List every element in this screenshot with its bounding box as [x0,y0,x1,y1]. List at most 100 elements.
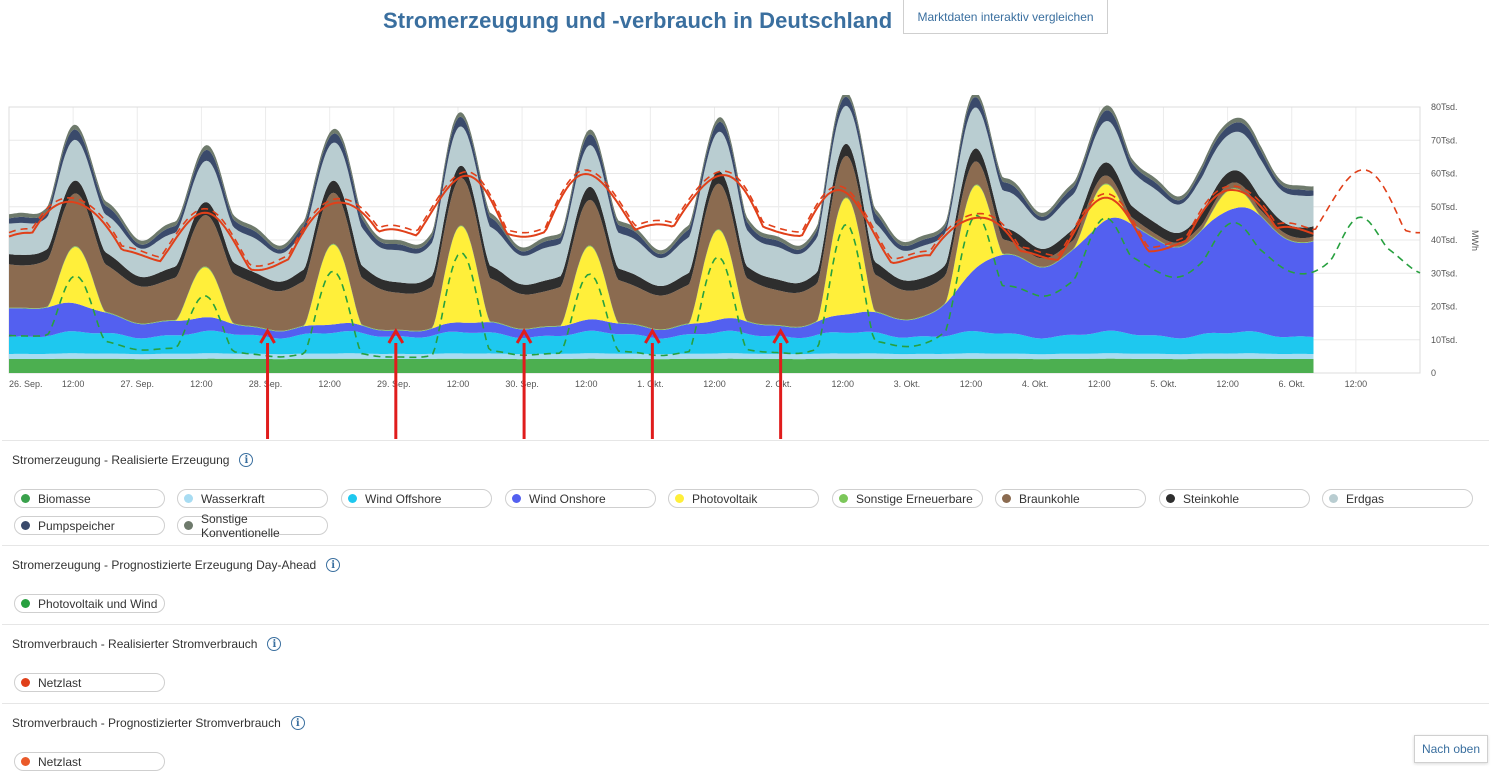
forecast-pv-wind-line [8,214,1421,359]
page-title: Stromerzeugung und -verbrauch in Deutsch… [383,8,893,33]
legend-color-dot [512,494,521,503]
compare-market-data-button[interactable]: Marktdaten interaktiv vergleichen [903,0,1108,34]
annotation-arrow-head-4 [644,328,661,344]
x-tick-label: 12:00 [832,379,855,389]
legend-item-sonstige-erneuerbare[interactable]: Sonstige Erneuerbare [832,489,983,508]
info-icon[interactable]: i [267,637,282,651]
x-tick-label: 27. Sep. [121,379,155,389]
x-tick-label: 6. Okt. [1278,379,1305,389]
legend-item-label: Biomasse [38,491,91,506]
legend-section [2,440,1489,442]
legend-item-netzlast[interactable]: Netzlast [14,752,165,771]
legend-item-netzlast[interactable]: Netzlast [14,673,165,692]
legend-item-label: Photovoltaik [692,491,758,506]
legend-item-braunkohle[interactable]: Braunkohle [995,489,1146,508]
x-tick-label: 12:00 [447,379,470,389]
legend-item-label: Pumpspeicher [38,518,115,533]
x-tick-label: 29. Sep. [377,379,411,389]
legend-item-label: Photovoltaik und Wind [38,596,158,611]
area-photovoltaik [9,184,1314,332]
x-tick-label: 12:00 [190,379,213,389]
x-tick-label: 28. Sep. [249,379,283,389]
x-tick-label: 12:00 [575,379,598,389]
annotation-arrow-head-3 [515,328,533,344]
legend-item-label: Steinkohle [1183,491,1240,506]
legend-color-dot [675,494,684,503]
legend-item-label: Erdgas [1346,491,1385,506]
x-tick-label: 2. Okt. [765,379,792,389]
legend-color-dot [1002,494,1011,503]
legend-item-label: Netzlast [38,754,82,769]
x-tick-label: 12:00 [318,379,341,389]
forecast-netzlast-line [8,168,1420,267]
legend-item-wind-onshore[interactable]: Wind Onshore [505,489,656,508]
legend-item-sonstige-konventionelle[interactable]: Sonstige Konventionelle [177,512,328,540]
info-icon[interactable]: i [239,453,254,467]
info-icon[interactable]: i [326,558,341,572]
legend-color-dot [348,494,357,503]
y-axis-label: MWh [1470,230,1480,251]
x-tick-label: 5. Okt. [1150,379,1177,389]
y-tick-label: 60Tsd. [1431,169,1458,179]
x-tick-label: 12:00 [1345,379,1368,389]
legend-item-label: Netzlast [38,675,82,690]
legend-color-dot [21,521,30,530]
y-tick-label: 30Tsd. [1431,268,1458,278]
legend-section-title-text: Stromverbrauch - Realisierter Stromverbr… [12,637,258,651]
legend-item-steinkohle[interactable]: Steinkohle [1159,489,1310,508]
annotation-arrow-head-2 [387,328,405,344]
y-tick-label: 50Tsd. [1431,202,1458,212]
legend-item-pumpspeicher[interactable]: Pumpspeicher [14,516,165,535]
legend-item-photovoltaik-und-wind[interactable]: Photovoltaik und Wind [14,594,165,613]
legend-section [2,624,1489,626]
x-tick-label: 12:00 [1216,379,1239,389]
y-tick-label: 70Tsd. [1431,135,1458,145]
generation-consumption-chart[interactable]: 0 10Tsd. 20Tsd. 30Tsd. 40Tsd. 50Tsd. 60Tsd. 70T… [0,95,1500,445]
y-tick-label: 20Tsd. [1431,302,1458,312]
legend-color-dot [1329,494,1338,503]
y-tick-label: 10Tsd. [1431,335,1458,345]
legend-color-dot [839,494,848,503]
x-tick-label: 12:00 [703,379,726,389]
x-tick-label: 12:00 [1088,379,1111,389]
legend-color-dot [184,494,193,503]
x-tick-label: 1. Okt. [637,379,664,389]
legend-color-dot [21,494,30,503]
legend-section-title: Stromerzeugung - Prognostizierte Erzeugu… [12,558,341,572]
annotation-arrow-head-1 [259,328,276,344]
x-tick-label: 3. Okt. [894,379,921,389]
legend-section-title: Stromerzeugung - Realisierte Erzeugung i [12,453,254,467]
legend-color-dot [21,599,30,608]
legend-section-title: Stromverbrauch - Realisierter Stromverbr… [12,637,282,651]
legend-color-dot [184,521,193,530]
y-tick-label: 80Tsd. [1431,102,1458,112]
area-erdgas [9,105,1314,286]
legend-item-label: Wind Offshore [365,491,442,506]
legend-section-title-text: Stromerzeugung - Realisierte Erzeugung [12,453,230,467]
area-biomasse [9,358,1314,373]
legend-item-label: Wind Onshore [529,491,606,506]
x-tick-label: 26. Sep. [9,379,43,389]
legend-section-title-text: Stromverbrauch - Prognostizierter Stromv… [12,716,281,730]
area-wind-onshore [9,207,1314,339]
legend-item-biomasse[interactable]: Biomasse [14,489,165,508]
x-tick-label: 4. Okt. [1022,379,1049,389]
legend-item-wasserkraft[interactable]: Wasserkraft [177,489,328,508]
legend-color-dot [21,678,30,687]
y-tick-label: 40Tsd. [1431,235,1458,245]
realized-netzlast-line [8,172,1314,272]
info-icon[interactable]: i [290,716,305,730]
y-tick-label: 0 [1431,368,1436,378]
area-pumpspeicher [9,96,1314,259]
legend-item-photovoltaik[interactable]: Photovoltaik [668,489,819,508]
legend-item-label: Sonstige Konventionelle [201,511,280,540]
legend-section [2,545,1489,547]
legend-color-dot [1166,494,1175,503]
legend-item-label: Braunkohle [1019,491,1080,506]
x-tick-label: 12:00 [960,379,983,389]
legend-item-wind-offshore[interactable]: Wind Offshore [341,489,492,508]
x-tick-label: 30. Sep. [505,379,539,389]
legend-section [2,703,1489,705]
back-to-top-button[interactable]: Nach oben [1414,735,1488,763]
legend-item-erdgas[interactable]: Erdgas [1322,489,1473,508]
